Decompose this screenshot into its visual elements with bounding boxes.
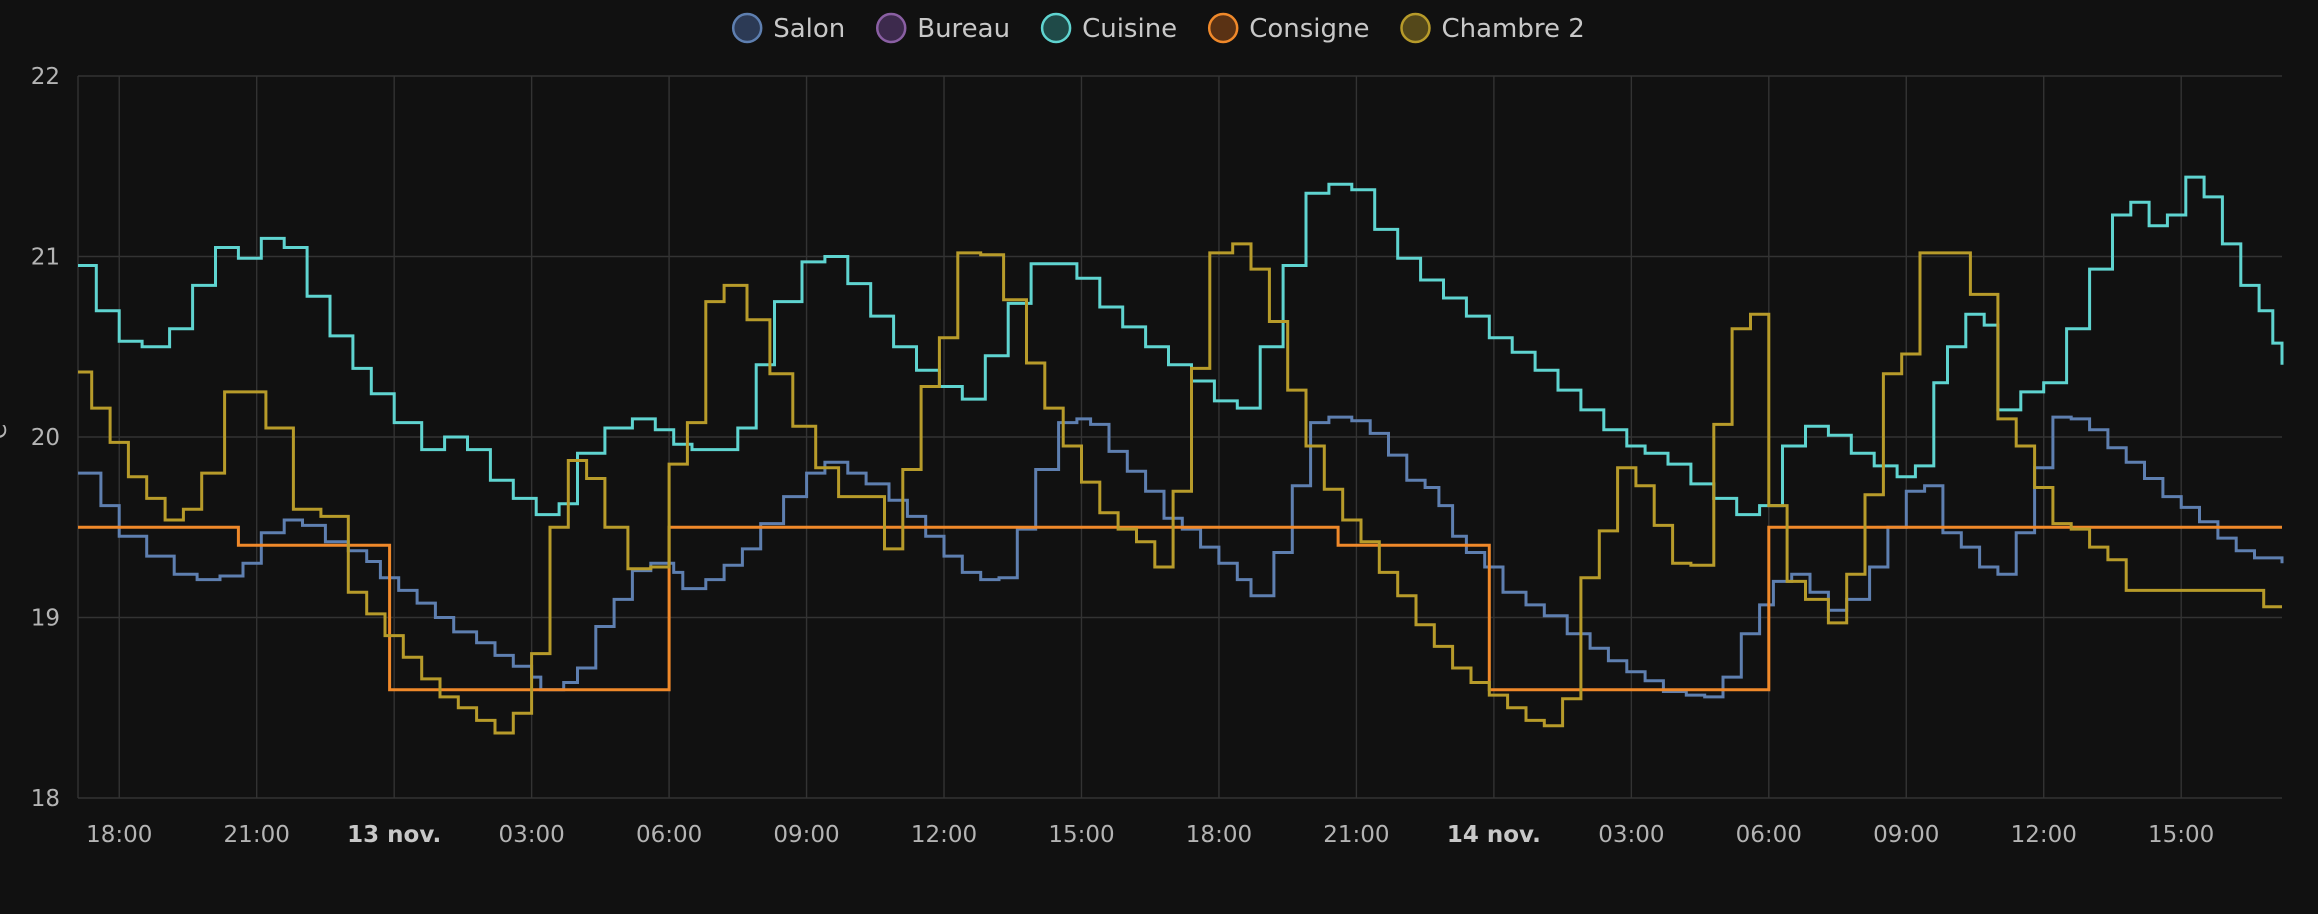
x-tick-label: 18:00 (1186, 822, 1252, 848)
legend-item-cuisine[interactable]: Cuisine (1040, 12, 1177, 44)
legend: Salon Bureau Cuisine Consigne Chambre 2 (731, 12, 1585, 44)
series-line-consigne (78, 525, 2282, 692)
x-tick-label: 09:00 (1873, 822, 1939, 848)
legend-label: Bureau (917, 14, 1010, 44)
series-line-salon (78, 415, 2284, 699)
legend-label: Chambre 2 (1441, 14, 1584, 44)
legend-label: Cuisine (1082, 14, 1177, 44)
series-line-chambre-2 (78, 242, 2282, 735)
legend-swatch (1040, 12, 1072, 44)
x-tick-label: 21:00 (224, 822, 290, 848)
x-tick-label: 06:00 (636, 822, 702, 848)
y-tick-label: 19 (31, 606, 60, 632)
x-tick-label: 13 nov. (347, 822, 441, 848)
y-tick-label: 18 (31, 786, 60, 812)
x-tick-label: 15:00 (1048, 822, 1114, 848)
legend-swatch (1207, 12, 1239, 44)
x-tick-label: 03:00 (498, 822, 564, 848)
x-tick-label: 03:00 (1598, 822, 1664, 848)
legend-swatch (1400, 12, 1431, 44)
legend-label: Salon (773, 14, 845, 44)
y-tick-label: 20 (31, 425, 60, 451)
series-lines (78, 175, 2284, 735)
y-axis-label: °C (0, 424, 12, 450)
legend-label: Consigne (1249, 14, 1369, 44)
x-tick-label: 12:00 (911, 822, 977, 848)
x-tick-label: 12:00 (2011, 822, 2077, 848)
x-tick-label: 21:00 (1323, 822, 1389, 848)
legend-item-chambre-2[interactable]: Chambre 2 (1400, 12, 1585, 44)
legend-swatch (731, 12, 763, 44)
x-tick-label: 14 nov. (1447, 822, 1541, 848)
x-tick-label: 06:00 (1736, 822, 1802, 848)
x-tick-label: 09:00 (773, 822, 839, 848)
legend-item-salon[interactable]: Salon (731, 12, 845, 44)
legend-item-consigne[interactable]: Consigne (1207, 12, 1369, 44)
x-tick-label: 15:00 (2148, 822, 2214, 848)
x-tick-label: 18:00 (86, 822, 152, 848)
y-axis-ticks: 18 19 20 21 22 (31, 64, 60, 812)
y-tick-label: 22 (31, 64, 60, 90)
x-axis-ticks: 18:00 21:00 13 nov. 03:00 06:00 09:00 12:00 15:… (86, 822, 2214, 848)
legend-swatch (875, 12, 907, 44)
series-line-cuisine (78, 175, 2284, 517)
y-tick-label: 21 (31, 245, 60, 271)
legend-item-bureau[interactable]: Bureau (875, 12, 1010, 44)
